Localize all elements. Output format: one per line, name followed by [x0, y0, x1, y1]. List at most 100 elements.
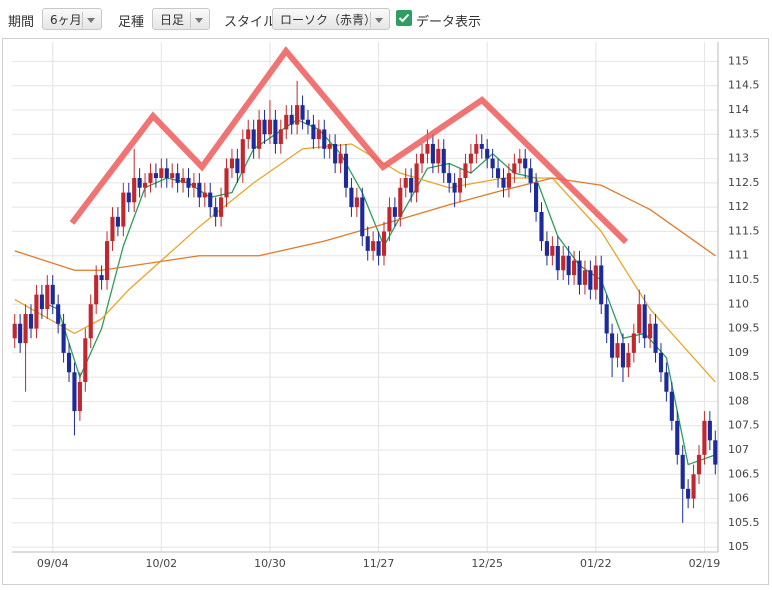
candle-body — [626, 352, 631, 368]
candle-body — [257, 119, 262, 149]
y-tick-label: 114.5 — [728, 79, 760, 92]
candle-body — [468, 153, 473, 164]
label: 期間 — [8, 15, 35, 30]
candle-body — [544, 241, 549, 256]
candle-body — [403, 178, 408, 188]
y-tick-label: 110 — [728, 297, 749, 310]
candle-body — [132, 178, 137, 203]
candle-body — [680, 454, 685, 489]
candle-body — [246, 129, 251, 140]
candle-body — [642, 304, 647, 339]
y-tick-label: 112 — [728, 200, 749, 213]
candle-body — [300, 105, 305, 120]
x-tick-label: 02/19 — [689, 557, 721, 570]
candle-body — [56, 304, 61, 324]
candle-body — [153, 173, 158, 178]
y-tick-label: 107.5 — [728, 419, 760, 432]
candle-body — [164, 168, 169, 178]
candle-body — [430, 144, 435, 164]
candle-body — [648, 323, 653, 339]
labels: 105 105.5 106 106.5 107 107.5 108 108.5 109 109.5… — [37, 54, 760, 570]
candle-body — [66, 352, 72, 373]
x-tick-label: 10/02 — [145, 557, 177, 570]
candle-body — [528, 168, 533, 183]
y-tick-label: 113 — [728, 152, 749, 165]
candle-body — [523, 158, 528, 169]
candle-body — [12, 323, 17, 339]
candle-body — [577, 260, 582, 285]
candle-body — [550, 246, 555, 256]
candle-body — [50, 284, 55, 305]
candle-body — [224, 168, 229, 198]
candle-body — [664, 372, 669, 392]
moving-average-line — [14, 143, 716, 383]
candle-body — [338, 153, 343, 164]
candle-body — [637, 304, 642, 334]
candle-body — [653, 323, 658, 353]
candle-body — [474, 144, 479, 154]
candle-body — [539, 212, 544, 242]
y-tick-label: 112.5 — [728, 176, 760, 189]
candle-body — [213, 207, 218, 217]
candle-body — [441, 148, 446, 174]
check-icon — [398, 13, 410, 23]
y-tick-label: 108.5 — [728, 370, 760, 383]
candle-body — [702, 420, 707, 455]
candle-body — [354, 197, 359, 208]
label: スタイル — [224, 15, 277, 30]
candle-body — [61, 323, 66, 353]
candle-body — [457, 178, 463, 193]
candle-body — [371, 241, 376, 251]
grid — [12, 42, 718, 552]
dropdown[interactable]: 6ヶ月 — [42, 8, 102, 30]
candle-body — [490, 158, 495, 169]
x-tick-label: 09/04 — [37, 557, 69, 570]
candle-body — [485, 148, 490, 159]
candle-body — [262, 119, 267, 135]
candle-body — [186, 178, 191, 188]
candle-body — [104, 241, 110, 280]
candle-body — [696, 454, 702, 475]
candle-body — [517, 158, 522, 164]
y-tick-label: 106.5 — [728, 467, 760, 480]
candle-body — [479, 144, 484, 149]
candle-body — [202, 192, 207, 198]
candle-body — [197, 182, 202, 198]
dropdown-value: 日足 — [160, 13, 185, 27]
candle-body — [18, 323, 23, 344]
candle-body — [305, 119, 311, 125]
label: 足種 — [118, 15, 145, 30]
candle-body — [289, 114, 294, 125]
dropdown[interactable]: 日足 — [152, 8, 210, 30]
dropdown-value: 6ヶ月 — [50, 13, 82, 27]
candle-body — [409, 178, 414, 193]
candle-body — [191, 182, 196, 188]
candle-body — [343, 153, 349, 188]
candle-body — [610, 333, 615, 358]
candle-body — [148, 173, 153, 183]
candle-body — [561, 255, 566, 271]
y-tick-label: 115 — [728, 54, 749, 67]
y-tick-label: 111 — [728, 249, 749, 262]
candle-body — [229, 158, 235, 169]
candle-body — [452, 182, 457, 193]
candle-body — [365, 236, 370, 251]
x-tick-label: 11/27 — [363, 557, 395, 570]
checkbox[interactable] — [396, 10, 412, 26]
candle-body — [572, 260, 577, 276]
candle-body — [99, 275, 104, 280]
dropdown-value: ローソク（赤青） — [280, 13, 377, 27]
dropdown[interactable]: ローソク（赤青） — [272, 8, 390, 30]
candle-body — [72, 372, 77, 412]
candle-body — [311, 124, 316, 140]
pattern-annotation — [69, 46, 629, 245]
candle-body — [39, 294, 44, 310]
candle-body — [555, 246, 560, 271]
toolbar: 期間 6ヶ月 足種 日足 スタイル ローソク（赤青） データ表示 — [0, 0, 772, 36]
candle-body — [175, 173, 180, 183]
candle-body — [686, 488, 691, 499]
candle-body — [284, 114, 289, 130]
candle-body — [240, 139, 245, 174]
